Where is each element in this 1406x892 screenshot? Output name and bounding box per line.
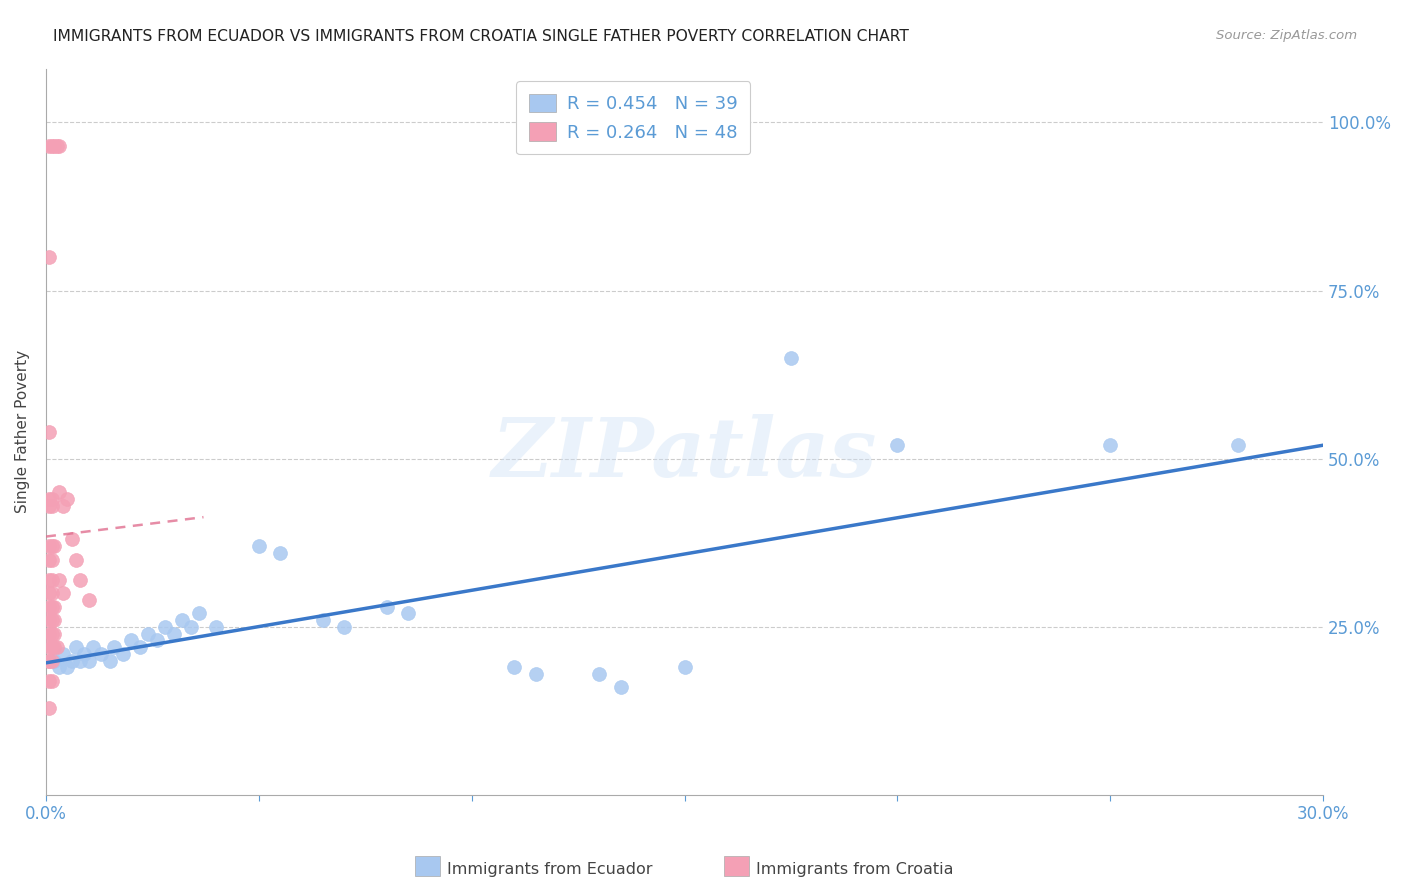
Point xyxy=(205,620,228,634)
Point xyxy=(396,607,419,621)
Point xyxy=(524,667,547,681)
Point xyxy=(269,546,291,560)
Point xyxy=(38,626,60,640)
Point xyxy=(44,613,66,627)
Point xyxy=(38,250,60,264)
Point xyxy=(45,139,67,153)
Point xyxy=(48,660,70,674)
Point xyxy=(136,626,159,640)
Point xyxy=(120,633,142,648)
Point xyxy=(41,673,63,688)
Point xyxy=(41,653,63,667)
Point xyxy=(48,573,70,587)
Point xyxy=(69,653,91,667)
Point xyxy=(188,607,211,621)
Text: Immigrants from Ecuador: Immigrants from Ecuador xyxy=(447,863,652,877)
Point xyxy=(56,491,79,506)
Text: ZIPatlas: ZIPatlas xyxy=(492,414,877,493)
Point xyxy=(180,620,202,634)
Point xyxy=(111,647,134,661)
Point xyxy=(52,586,75,600)
Point xyxy=(38,599,60,614)
Point xyxy=(41,613,63,627)
Point xyxy=(41,499,63,513)
Point xyxy=(1227,438,1250,452)
Point xyxy=(44,626,66,640)
Point xyxy=(38,640,60,654)
Point xyxy=(38,673,60,688)
Point xyxy=(60,533,83,547)
Point xyxy=(45,640,67,654)
Y-axis label: Single Father Poverty: Single Father Poverty xyxy=(15,351,30,514)
Point xyxy=(41,599,63,614)
Point xyxy=(77,653,100,667)
Point xyxy=(38,700,60,714)
Point xyxy=(128,640,150,654)
Point xyxy=(82,640,104,654)
Point xyxy=(38,491,60,506)
Point xyxy=(38,586,60,600)
Point xyxy=(503,660,526,674)
Point xyxy=(153,620,176,634)
Point xyxy=(172,613,194,627)
Point xyxy=(38,613,60,627)
Point xyxy=(163,626,186,640)
Point xyxy=(90,647,112,661)
Point xyxy=(38,653,60,667)
Point xyxy=(312,613,335,627)
Point xyxy=(588,667,610,681)
Point xyxy=(145,633,167,648)
Point xyxy=(673,660,696,674)
Point xyxy=(38,499,60,513)
Point xyxy=(48,139,70,153)
Point xyxy=(38,573,60,587)
Point xyxy=(609,681,631,695)
Point xyxy=(41,139,63,153)
Point xyxy=(41,552,63,566)
Point xyxy=(38,139,60,153)
Point xyxy=(56,660,79,674)
Point xyxy=(41,491,63,506)
Point xyxy=(38,552,60,566)
Point xyxy=(98,653,121,667)
Text: Immigrants from Croatia: Immigrants from Croatia xyxy=(756,863,953,877)
Point xyxy=(69,573,91,587)
Point xyxy=(41,626,63,640)
Point xyxy=(333,620,356,634)
Point xyxy=(48,485,70,500)
Point xyxy=(41,539,63,553)
Point xyxy=(52,647,75,661)
Point xyxy=(77,593,100,607)
Point xyxy=(41,640,63,654)
Point xyxy=(44,640,66,654)
Point xyxy=(60,653,83,667)
Point xyxy=(44,139,66,153)
Point xyxy=(73,647,96,661)
Point xyxy=(44,653,66,667)
Text: IMMIGRANTS FROM ECUADOR VS IMMIGRANTS FROM CROATIA SINGLE FATHER POVERTY CORRELA: IMMIGRANTS FROM ECUADOR VS IMMIGRANTS FR… xyxy=(53,29,910,44)
Point xyxy=(375,599,398,614)
Point xyxy=(38,425,60,439)
Point xyxy=(38,653,60,667)
Text: Source: ZipAtlas.com: Source: ZipAtlas.com xyxy=(1216,29,1357,42)
Point xyxy=(44,539,66,553)
Point xyxy=(1099,438,1122,452)
Point xyxy=(65,640,87,654)
Point xyxy=(247,539,270,553)
Point xyxy=(41,586,63,600)
Point xyxy=(886,438,908,452)
Point xyxy=(52,499,75,513)
Point xyxy=(44,599,66,614)
Legend: R = 0.454   N = 39, R = 0.264   N = 48: R = 0.454 N = 39, R = 0.264 N = 48 xyxy=(516,81,751,154)
Point xyxy=(65,552,87,566)
Point xyxy=(38,539,60,553)
Point xyxy=(780,351,803,365)
Point xyxy=(41,573,63,587)
Point xyxy=(103,640,125,654)
